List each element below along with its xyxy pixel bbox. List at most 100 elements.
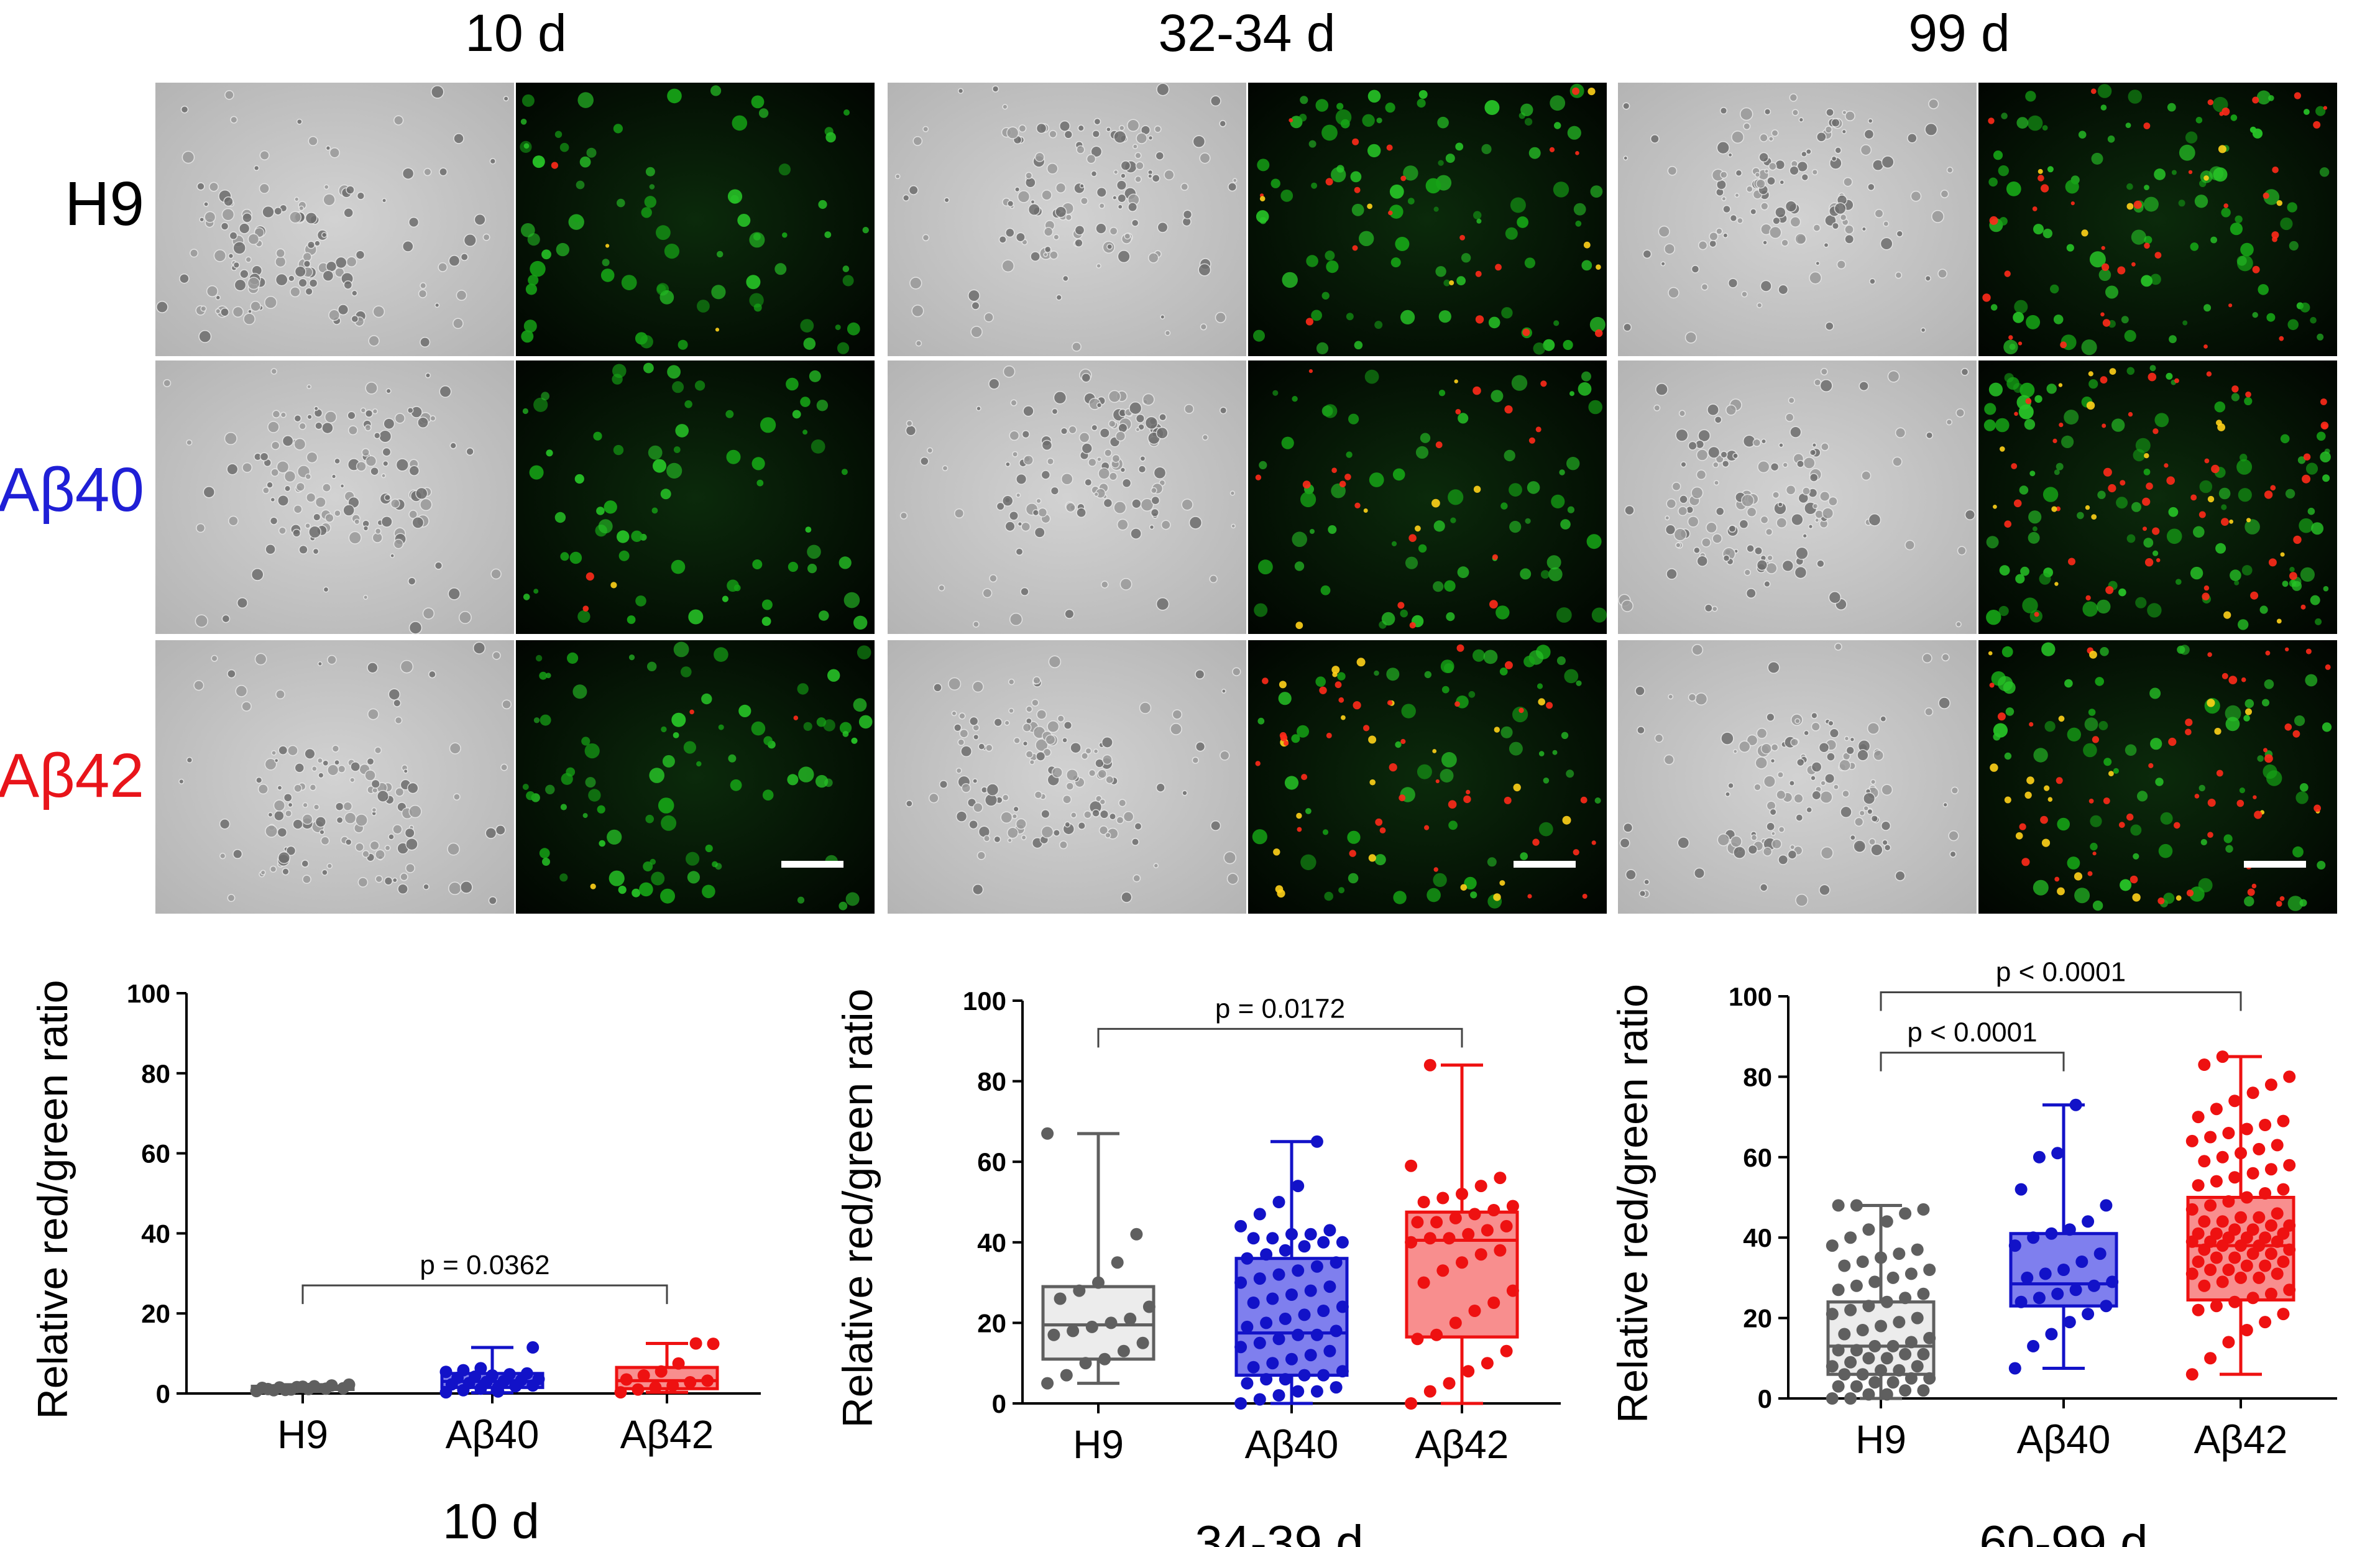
data-point bbox=[632, 1383, 645, 1396]
data-point bbox=[1330, 1324, 1343, 1338]
data-point bbox=[2246, 1167, 2259, 1180]
brightfield-image bbox=[1618, 360, 1977, 634]
data-point bbox=[2271, 1267, 2284, 1280]
data-point bbox=[2264, 1163, 2277, 1176]
data-point bbox=[1899, 1384, 1912, 1397]
x-category-label: Aβ40 bbox=[446, 1412, 540, 1457]
data-point bbox=[1923, 1372, 1936, 1385]
data-point bbox=[1041, 1127, 1054, 1140]
data-point bbox=[1494, 1172, 1507, 1185]
data-point bbox=[1323, 1344, 1336, 1357]
box-2 bbox=[1405, 1058, 1519, 1410]
data-point bbox=[2192, 1227, 2205, 1240]
box-0 bbox=[1826, 1199, 1936, 1405]
box-0 bbox=[250, 1378, 356, 1398]
data-point bbox=[1862, 1223, 1875, 1236]
data-point bbox=[2264, 1247, 2277, 1260]
data-point bbox=[2100, 1300, 2113, 1313]
data-point bbox=[2259, 1187, 2272, 1200]
data-point bbox=[2259, 1119, 2272, 1131]
data-point bbox=[1405, 1397, 1418, 1410]
data-point bbox=[1241, 1320, 1254, 1333]
data-point bbox=[1904, 1336, 1918, 1349]
data-point bbox=[1500, 1219, 1513, 1233]
data-point bbox=[1105, 1316, 1118, 1329]
data-point bbox=[2283, 1219, 2296, 1232]
x-category-label: H9 bbox=[1073, 1422, 1124, 1467]
data-point bbox=[1423, 1058, 1436, 1072]
data-point bbox=[1456, 1188, 1468, 1200]
data-point bbox=[2253, 1271, 2266, 1284]
data-point bbox=[1117, 1344, 1130, 1357]
data-point bbox=[1310, 1385, 1323, 1398]
scale-bar bbox=[2244, 861, 2306, 868]
data-point bbox=[2063, 1223, 2076, 1236]
data-point bbox=[1098, 1352, 1111, 1366]
y-tick-label: 80 bbox=[977, 1067, 1006, 1096]
data-point bbox=[1142, 1300, 1156, 1313]
data-point bbox=[1868, 1376, 1881, 1389]
data-point bbox=[1893, 1316, 1906, 1329]
data-point bbox=[2240, 1191, 2253, 1204]
data-point bbox=[2210, 1175, 2223, 1188]
data-point bbox=[1067, 1324, 1080, 1338]
data-point bbox=[1411, 1333, 1424, 1346]
data-point bbox=[1917, 1203, 1930, 1216]
data-point bbox=[1423, 1385, 1436, 1398]
data-point bbox=[2100, 1199, 2113, 1212]
y-tick-label: 100 bbox=[1729, 982, 1772, 1011]
data-point bbox=[2240, 1324, 2253, 1336]
data-point bbox=[2192, 1303, 2205, 1316]
data-point bbox=[1850, 1344, 1863, 1357]
data-point bbox=[2045, 1328, 2058, 1341]
data-point bbox=[1899, 1292, 1912, 1305]
data-point bbox=[1272, 1333, 1285, 1346]
data-point bbox=[1868, 1275, 1881, 1288]
data-point bbox=[1247, 1232, 1260, 1245]
data-point bbox=[2185, 1368, 2199, 1381]
data-point bbox=[2235, 1211, 2247, 1224]
data-point bbox=[2216, 1215, 2229, 1228]
data-point bbox=[2015, 1295, 2028, 1308]
data-point bbox=[1310, 1260, 1323, 1273]
box-2 bbox=[2185, 1050, 2296, 1381]
data-point bbox=[1285, 1352, 1298, 1366]
data-point bbox=[2204, 1264, 2217, 1276]
data-point bbox=[1272, 1389, 1285, 1402]
data-point bbox=[1336, 1236, 1349, 1249]
data-point bbox=[1060, 1369, 1073, 1382]
data-point bbox=[1886, 1376, 1900, 1389]
data-point bbox=[620, 1373, 633, 1386]
data-point bbox=[2264, 1287, 2277, 1300]
data-point bbox=[1880, 1388, 1893, 1401]
data-point bbox=[1449, 1211, 1462, 1224]
data-point bbox=[2082, 1215, 2095, 1228]
data-point bbox=[1832, 1199, 1845, 1212]
data-point bbox=[1904, 1372, 1918, 1385]
data-point bbox=[1292, 1180, 1305, 1193]
data-point bbox=[1298, 1308, 1311, 1321]
data-point bbox=[1832, 1344, 1845, 1357]
data-point bbox=[1253, 1272, 1266, 1285]
data-point bbox=[1253, 1336, 1266, 1349]
y-tick-label: 60 bbox=[1743, 1143, 1772, 1172]
data-point bbox=[2222, 1264, 2235, 1276]
data-point bbox=[1317, 1305, 1330, 1317]
data-point bbox=[1330, 1256, 1343, 1269]
data-point bbox=[2228, 1223, 2241, 1236]
data-point bbox=[1494, 1244, 1507, 1257]
data-point bbox=[325, 1379, 338, 1392]
data-point bbox=[1875, 1251, 1887, 1264]
data-point bbox=[532, 1372, 545, 1385]
data-point bbox=[1856, 1368, 1869, 1381]
data-point bbox=[1481, 1357, 1494, 1370]
row-label: Aβ42 bbox=[0, 741, 144, 810]
data-point bbox=[1917, 1384, 1930, 1397]
data-point bbox=[672, 1357, 685, 1370]
data-point bbox=[2216, 1050, 2229, 1063]
y-axis-label: Relative red/green ratio bbox=[29, 980, 76, 1420]
data-point bbox=[2246, 1086, 2259, 1099]
y-tick-label: 40 bbox=[1743, 1223, 1772, 1252]
brightfield-image bbox=[888, 360, 1246, 634]
timepoint-title: 10 d bbox=[465, 4, 567, 62]
